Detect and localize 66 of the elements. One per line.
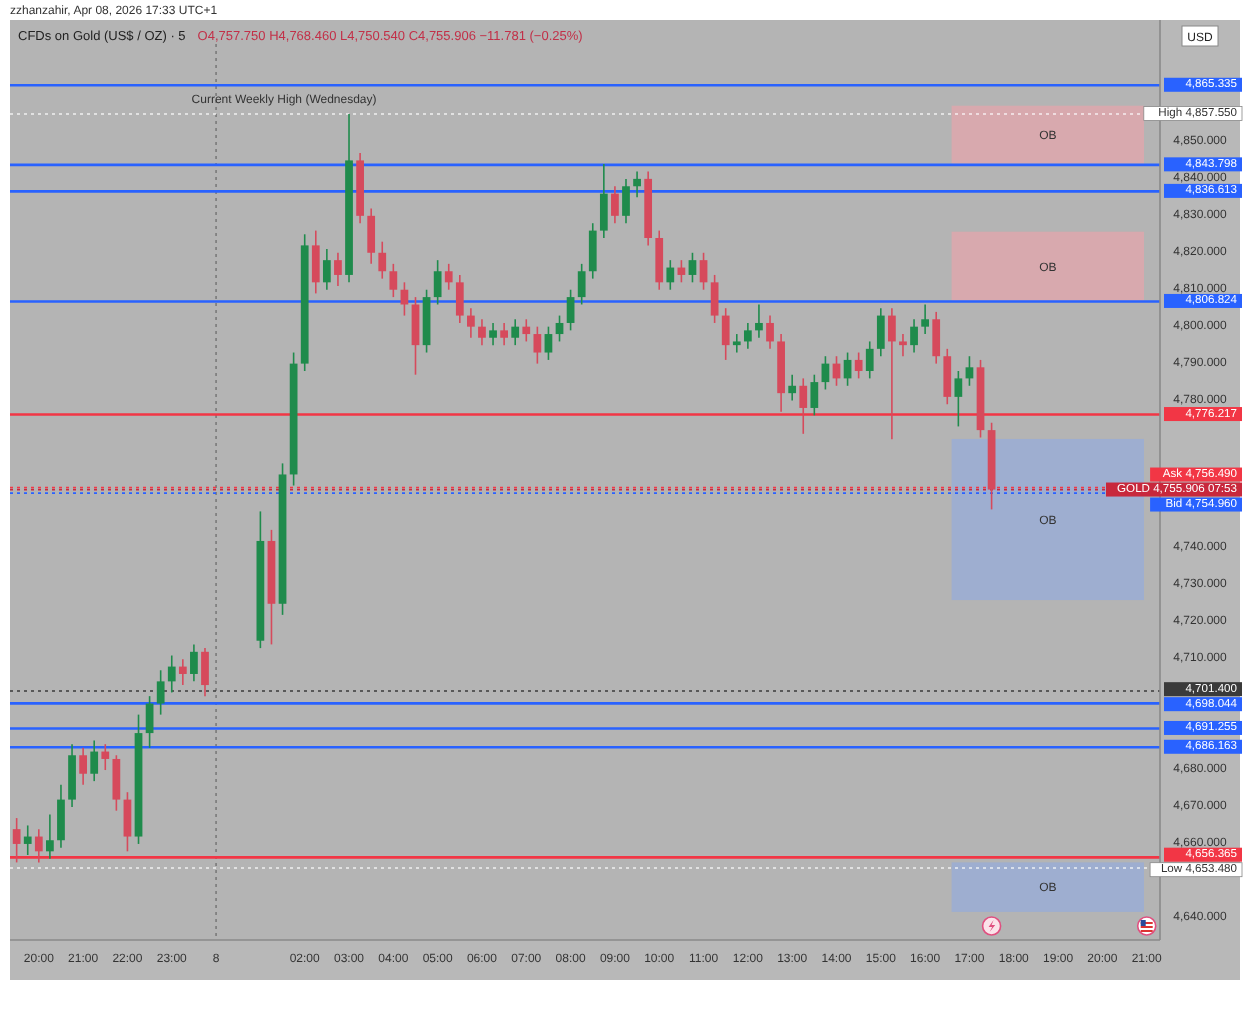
candlestick	[533, 325, 542, 365]
candlestick	[511, 318, 520, 346]
candlestick	[12, 817, 21, 864]
candlestick	[201, 647, 209, 697]
candlestick	[965, 355, 974, 387]
candlestick	[90, 739, 99, 782]
candlestick	[68, 743, 76, 808]
candlestick	[378, 240, 387, 280]
candlestick	[721, 307, 730, 361]
candlestick	[311, 229, 320, 295]
candlestick	[810, 373, 819, 417]
candlestick	[588, 222, 597, 280]
candlestick	[123, 791, 132, 853]
candlestick	[732, 333, 741, 354]
candlestick	[112, 754, 121, 812]
candlestick	[865, 340, 874, 380]
candlestick	[633, 170, 641, 199]
candlestick	[322, 248, 331, 291]
candlestick	[743, 322, 752, 350]
candlestick	[611, 185, 619, 225]
candlestick	[666, 259, 675, 291]
candlestick	[577, 263, 586, 306]
candlestick	[788, 373, 797, 402]
candlestick	[334, 251, 342, 287]
candlestick	[156, 669, 165, 716]
candlestick	[367, 207, 376, 265]
candlestick	[411, 296, 420, 376]
candlestick	[522, 318, 531, 343]
candlestick	[79, 747, 87, 786]
candlestick	[46, 813, 54, 860]
candlestick	[433, 259, 442, 306]
candlestick	[710, 274, 719, 324]
candlestick	[699, 251, 708, 291]
candlestick	[899, 333, 907, 358]
candlestick	[943, 348, 952, 406]
candlestick	[655, 229, 664, 291]
candlestick	[23, 824, 32, 856]
candlestick	[467, 307, 475, 339]
candlestick	[544, 325, 553, 361]
candlestick	[921, 303, 929, 335]
candlestick	[444, 263, 453, 291]
candlestick	[57, 784, 65, 849]
candlestick	[455, 274, 464, 324]
candlestick	[622, 178, 630, 225]
candlestick	[876, 307, 885, 358]
candlestick	[755, 303, 763, 339]
candlestick	[888, 307, 896, 441]
candlestick	[478, 318, 486, 346]
candlestick	[932, 311, 941, 365]
candlestick	[190, 643, 198, 683]
candlestick	[799, 377, 808, 435]
candlestick	[167, 654, 176, 694]
candlestick	[910, 318, 918, 354]
candlestick	[688, 251, 697, 284]
candlestick	[599, 163, 608, 239]
candlestick	[34, 828, 43, 864]
candlestick	[766, 314, 774, 350]
candlestick	[854, 351, 863, 380]
candlestick	[566, 288, 575, 332]
candlestick	[101, 743, 110, 771]
candlestick	[489, 322, 497, 346]
candlestick	[555, 314, 564, 343]
candlestick	[389, 263, 398, 298]
candlestick	[954, 370, 963, 428]
candlestick	[178, 658, 187, 686]
candlestick	[500, 322, 508, 346]
